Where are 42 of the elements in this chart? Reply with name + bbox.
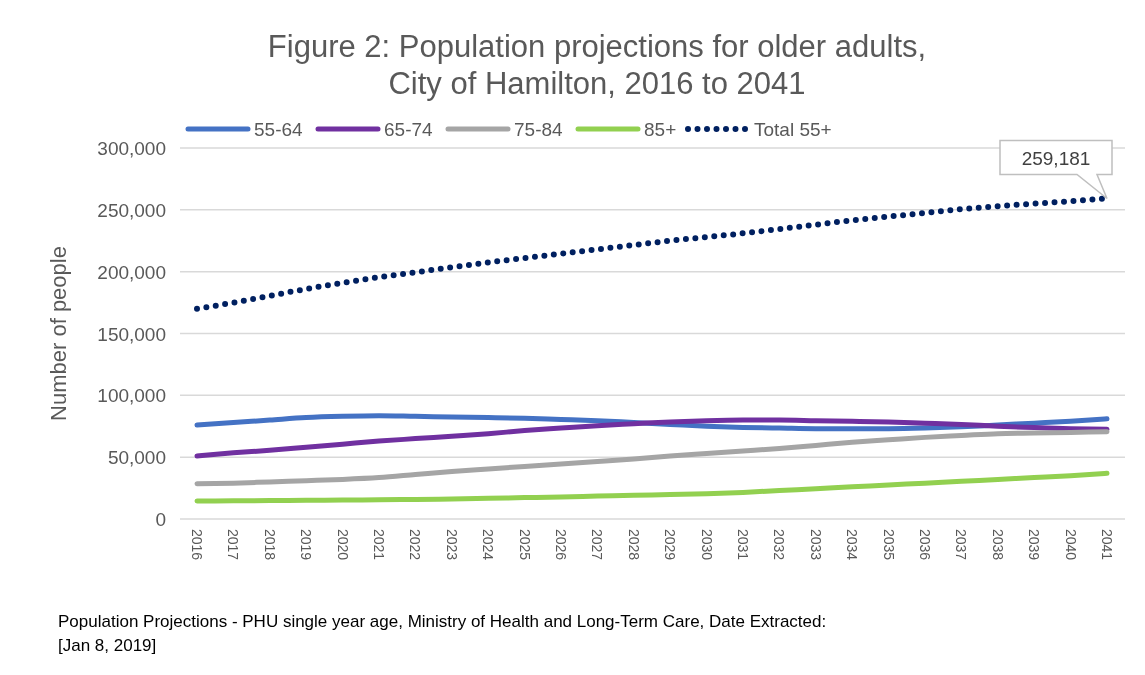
y-tick-label: 300,000 [97,138,166,159]
x-tick-label: 2027 [589,529,606,561]
legend-label: 65-74 [384,119,434,140]
x-tick-label: 2017 [225,529,242,561]
x-tick-label: 2023 [443,529,460,561]
x-tick-label: 2025 [516,529,533,561]
x-tick-label: 2037 [953,529,970,561]
y-tick-label: 200,000 [97,261,166,283]
legend-label: 55-64 [254,119,304,140]
x-tick-label: 2034 [844,529,861,561]
x-tick-label: 2026 [553,529,569,561]
y-axis-title: Number of people [46,246,71,421]
x-tick-label: 2031 [735,529,751,561]
x-tick-label: 2020 [334,529,351,561]
x-tick-label: 2021 [371,529,387,561]
legend-label: 75-84 [514,119,564,140]
y-tick-label: 100,000 [97,385,166,407]
x-tick-label: 2029 [662,529,679,561]
x-tick-label: 2033 [807,529,824,561]
data-label: 259,181 [1021,148,1091,170]
x-tick-label: 2019 [298,529,315,561]
x-tick-label: 2041 [1099,529,1115,561]
text: Population Projections - PHU single year age, Ministry of Health and Long-Term Care, Date Extracted: [Jan 8, 2019] [58,612,827,655]
x-tick-label: 2018 [261,529,278,561]
legend-label: Total 55+ [754,119,832,140]
legend-label: 85+ [644,119,677,140]
y-tick-label: 0 [155,509,166,530]
x-tick-label: 2038 [989,529,1006,561]
x-tick-label: 2030 [698,529,715,561]
chart-title: Figure 2: Population projections for older adults, City of Hamilton, 2016 to 2041 [267,29,927,101]
x-tick-label: 2016 [189,529,205,561]
y-tick-label: 250,000 [97,199,166,221]
x-tick-label: 2040 [1062,529,1079,561]
x-tick-label: 2039 [1026,529,1043,561]
x-tick-label: 2024 [480,529,497,561]
x-tick-label: 2035 [880,529,897,561]
x-tick-label: 2022 [407,529,424,561]
x-tick-label: 2036 [917,529,933,561]
y-tick-label: 50,000 [107,447,166,469]
x-tick-label: 2028 [625,529,642,561]
y-tick-label: 150,000 [97,323,166,345]
x-tick-label: 2032 [771,529,788,561]
